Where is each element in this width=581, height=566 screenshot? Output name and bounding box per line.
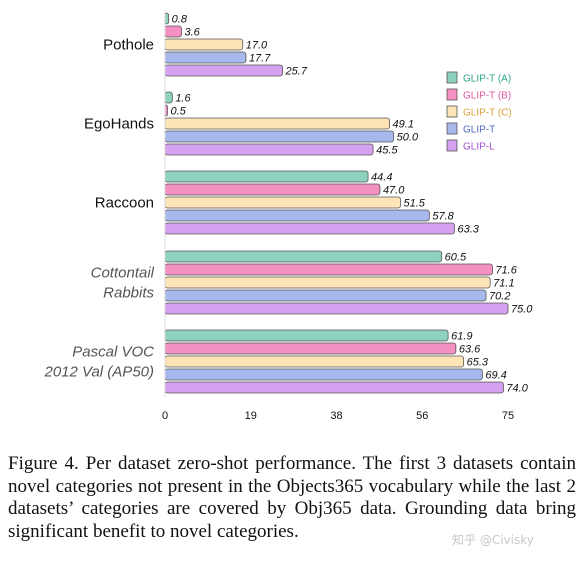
category-label: Pascal VOC bbox=[72, 344, 154, 361]
x-tick-label: 0 bbox=[162, 410, 168, 422]
bar bbox=[164, 329, 449, 342]
x-tick-label: 56 bbox=[416, 410, 428, 422]
category-label: Cottontail bbox=[91, 265, 155, 282]
legend-label: GLIP-T bbox=[463, 125, 495, 136]
legend-swatch bbox=[446, 139, 458, 152]
bar bbox=[164, 170, 369, 183]
bar bbox=[164, 276, 491, 289]
bar-value-label: 45.5 bbox=[376, 145, 398, 157]
bar-value-label: 60.5 bbox=[445, 252, 467, 264]
bar bbox=[164, 250, 443, 263]
legend-swatch bbox=[446, 105, 458, 118]
bar-value-label: 71.1 bbox=[493, 278, 514, 290]
legend-swatch bbox=[446, 122, 458, 135]
legend-label: GLIP-T (C) bbox=[463, 108, 512, 119]
bar-value-label: 25.7 bbox=[285, 66, 308, 78]
legend: GLIP-T (A) GLIP-T (B) GLIP-T (C) GLIP-T GLIP… bbox=[446, 71, 512, 153]
x-axis-ticks-group: 0 19 38 56 75 bbox=[162, 410, 514, 422]
legend-label: GLIP-L bbox=[463, 142, 495, 153]
bar-chart: 0.83.6 17.017.7 25.7 1.60.5 49.150.045.5 44.4… bbox=[43, 10, 534, 422]
bar bbox=[164, 25, 182, 38]
bar-value-label: 0.8 bbox=[172, 14, 188, 26]
bar-value-label: 51.5 bbox=[404, 198, 426, 210]
bar bbox=[164, 342, 457, 355]
bar-value-label: 44.4 bbox=[371, 172, 392, 184]
legend-swatch bbox=[446, 71, 458, 84]
bar bbox=[164, 302, 509, 315]
category-label: Pothole bbox=[103, 37, 154, 54]
bar-value-label: 49.1 bbox=[393, 119, 414, 131]
bar-value-label: 17.0 bbox=[246, 40, 268, 52]
bar-value-label: 63.3 bbox=[457, 224, 479, 236]
bar bbox=[164, 368, 483, 381]
bar bbox=[164, 51, 247, 64]
bar-value-label: 61.9 bbox=[451, 331, 472, 343]
bar-value-label: 75.0 bbox=[511, 304, 533, 316]
category-label: Rabbits bbox=[103, 285, 154, 302]
bar bbox=[164, 64, 283, 77]
bar bbox=[164, 143, 374, 156]
bar bbox=[164, 130, 395, 143]
legend-swatch bbox=[446, 88, 458, 101]
bar bbox=[164, 222, 455, 235]
bar-value-label: 47.0 bbox=[383, 185, 405, 197]
x-tick-label: 38 bbox=[330, 410, 342, 422]
bar bbox=[164, 209, 430, 222]
bar-value-label: 71.6 bbox=[495, 265, 517, 277]
bar-value-label: 0.5 bbox=[171, 106, 187, 118]
bar-value-label: 65.3 bbox=[467, 357, 489, 369]
bar-value-label: 1.6 bbox=[175, 93, 191, 105]
category-label: 2012 Val (AP50) bbox=[43, 364, 154, 381]
bar bbox=[164, 183, 381, 196]
bar-value-label: 17.7 bbox=[249, 53, 271, 65]
bar bbox=[164, 38, 244, 51]
x-tick-label: 19 bbox=[245, 410, 257, 422]
legend-label: GLIP-T (B) bbox=[463, 91, 511, 102]
value-labels-group: 0.83.6 17.017.7 25.7 1.60.5 49.150.045.5 44.4… bbox=[171, 14, 534, 395]
category-label: Raccoon bbox=[95, 195, 154, 212]
bar-value-label: 70.2 bbox=[489, 291, 510, 303]
watermark: 知乎 @Civisky bbox=[452, 533, 534, 547]
bar bbox=[164, 117, 390, 130]
bar bbox=[164, 381, 504, 394]
bar bbox=[164, 355, 465, 368]
bar bbox=[164, 196, 401, 209]
category-labels-group: Pothole EgoHands Raccoon Cottontail Rabbits P… bbox=[43, 37, 154, 381]
bar bbox=[164, 91, 173, 104]
bar bbox=[164, 263, 493, 276]
bar bbox=[164, 12, 170, 25]
category-label: EgoHands bbox=[84, 116, 154, 133]
bar-value-label: 57.8 bbox=[432, 211, 454, 223]
bar-value-label: 3.6 bbox=[184, 27, 200, 39]
legend-label: GLIP-T (A) bbox=[463, 74, 511, 85]
bar-value-label: 69.4 bbox=[485, 370, 506, 382]
bar-value-label: 63.6 bbox=[459, 344, 481, 356]
bar-value-label: 74.0 bbox=[506, 383, 528, 395]
x-tick-label: 75 bbox=[502, 410, 514, 422]
bar-value-label: 50.0 bbox=[397, 132, 419, 144]
bar bbox=[164, 289, 487, 302]
figure-caption: Figure 4. Per dataset zero-shot performa… bbox=[8, 453, 576, 542]
